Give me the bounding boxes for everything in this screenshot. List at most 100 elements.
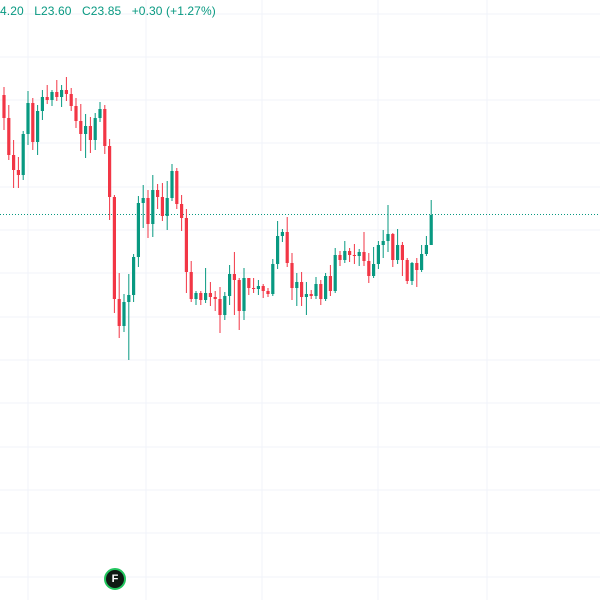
candle — [256, 280, 260, 295]
candle-body — [88, 126, 92, 140]
candle — [88, 117, 92, 153]
candle-body — [151, 190, 155, 224]
candle — [338, 251, 342, 266]
candle-body — [26, 103, 30, 134]
candle-body — [300, 282, 304, 297]
candle — [333, 248, 337, 293]
candle — [410, 262, 414, 285]
candle-body — [40, 97, 44, 111]
candle — [7, 105, 11, 160]
candle-body — [132, 257, 136, 295]
candle-body — [348, 251, 352, 255]
candle-body — [170, 171, 174, 198]
candle — [237, 278, 241, 330]
candle — [218, 287, 222, 333]
candle-body — [256, 286, 260, 289]
candle — [232, 252, 236, 315]
candle — [415, 258, 419, 287]
legend-close: C23.85 — [81, 4, 122, 18]
candle-body — [420, 254, 424, 270]
legend-low: L23.60 — [34, 4, 72, 18]
candle-body — [108, 146, 112, 197]
candles — [2, 77, 433, 360]
candle-body — [333, 255, 337, 291]
candle — [132, 254, 136, 302]
candle-body — [55, 92, 59, 97]
candle-body — [314, 284, 318, 296]
candle-body — [319, 284, 323, 299]
candle-body — [357, 252, 361, 256]
candle-body — [64, 90, 68, 94]
candle — [381, 230, 385, 258]
candle — [348, 248, 352, 262]
candle-body — [204, 293, 208, 300]
candle — [112, 195, 116, 313]
candle-body — [324, 276, 328, 299]
candle-body — [237, 280, 241, 311]
candle — [314, 277, 318, 299]
candle — [208, 282, 212, 306]
candle-body — [285, 232, 289, 263]
candle-body — [136, 203, 140, 257]
candle — [141, 185, 145, 228]
candle — [304, 282, 308, 315]
candle-body — [180, 204, 184, 218]
candle — [69, 88, 73, 111]
candle-body — [261, 286, 265, 291]
candle — [242, 268, 246, 320]
candle-body — [400, 245, 404, 260]
candle-body — [189, 272, 193, 299]
candle-body — [228, 274, 232, 296]
candle-body — [2, 95, 6, 118]
candle — [98, 102, 102, 122]
candle-body — [242, 278, 246, 311]
candle — [204, 268, 208, 303]
candle-body — [117, 299, 121, 326]
candle-body — [266, 291, 270, 294]
candle — [352, 244, 356, 264]
candle — [400, 242, 404, 276]
candle — [16, 157, 20, 188]
candle-body — [31, 103, 35, 142]
candle — [405, 258, 409, 284]
candle — [199, 291, 203, 305]
candle — [165, 181, 169, 230]
candle — [79, 104, 83, 151]
candle-body — [367, 261, 371, 276]
candle — [36, 105, 40, 155]
candle-body — [410, 263, 414, 281]
candle-body — [184, 218, 188, 272]
candle-body — [208, 293, 212, 297]
candle-body — [252, 288, 256, 289]
candle — [252, 278, 256, 293]
candle-body — [16, 170, 20, 175]
candle-body — [328, 276, 332, 291]
candle-body — [7, 118, 11, 155]
candle — [295, 273, 299, 306]
candle-body — [93, 118, 97, 140]
event-marker-f[interactable]: F — [104, 568, 126, 590]
candle-body — [405, 260, 409, 281]
candle-body — [280, 232, 284, 236]
candle — [160, 183, 164, 221]
candle — [103, 105, 107, 154]
candle — [50, 90, 54, 106]
candle-body — [122, 302, 126, 326]
candle-body — [98, 109, 102, 118]
candle — [367, 253, 371, 283]
candle-body — [415, 263, 419, 270]
candle — [290, 253, 294, 300]
candle — [324, 273, 328, 301]
candle — [127, 274, 131, 360]
candle — [60, 85, 64, 107]
candle-body — [160, 197, 164, 216]
candle — [396, 229, 400, 264]
candle-body — [60, 90, 64, 97]
candle — [223, 292, 227, 320]
candle-body — [376, 245, 380, 264]
candle — [117, 273, 121, 338]
candle — [328, 265, 332, 296]
legend-change: +0.30 (+1.27%) — [131, 4, 216, 18]
candle — [156, 184, 160, 209]
